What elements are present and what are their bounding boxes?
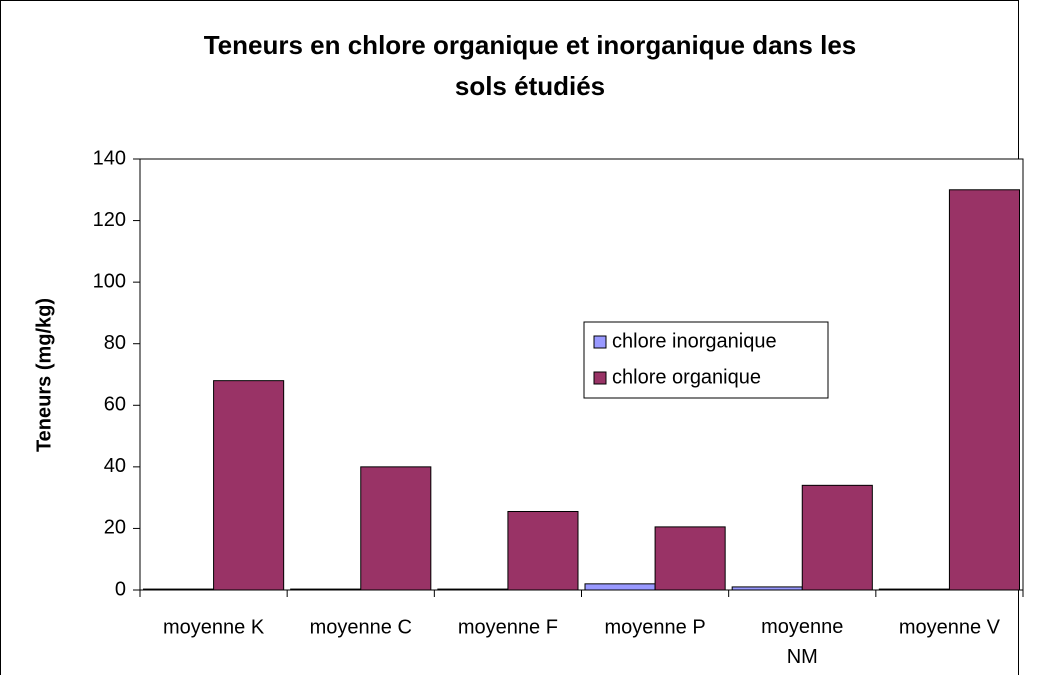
bar bbox=[290, 588, 362, 591]
legend-swatch bbox=[593, 371, 607, 385]
legend-box bbox=[583, 321, 829, 399]
bar bbox=[213, 380, 285, 591]
bar bbox=[878, 588, 950, 591]
x-tick-label: moyenne C bbox=[310, 616, 412, 638]
x-tick-label: moyenne NM bbox=[761, 616, 843, 668]
x-tick-label: moyenne P bbox=[604, 616, 705, 638]
y-tick-label: 100 bbox=[93, 270, 126, 292]
y-tick-label: 60 bbox=[104, 394, 126, 416]
bar bbox=[654, 526, 726, 591]
x-tick-label: moyenne V bbox=[899, 616, 1001, 638]
bar bbox=[731, 586, 803, 591]
bar bbox=[584, 583, 656, 591]
y-tick-label: 0 bbox=[115, 578, 126, 600]
bar bbox=[507, 510, 579, 591]
legend-swatch bbox=[593, 335, 607, 349]
legend-label: chlore organique bbox=[612, 366, 761, 388]
x-tick-label: moyenne F bbox=[458, 616, 558, 638]
y-tick-label: 120 bbox=[93, 209, 126, 231]
bar bbox=[801, 484, 873, 591]
y-axis-label: Teneurs (mg/kg) bbox=[33, 298, 55, 452]
plot-area bbox=[139, 158, 1024, 591]
chart-title: Teneurs en chlore organique et inorganiq… bbox=[204, 30, 857, 101]
bar bbox=[360, 466, 432, 591]
bar bbox=[948, 189, 1021, 591]
bar bbox=[437, 588, 509, 591]
y-tick-label: 80 bbox=[104, 332, 126, 354]
legend-label: chlore inorganique bbox=[612, 330, 777, 352]
y-tick-label: 140 bbox=[93, 147, 126, 169]
y-tick-label: 20 bbox=[104, 517, 126, 539]
x-tick-label: moyenne K bbox=[163, 616, 265, 638]
y-tick-label: 40 bbox=[104, 455, 126, 477]
bar bbox=[143, 588, 215, 591]
